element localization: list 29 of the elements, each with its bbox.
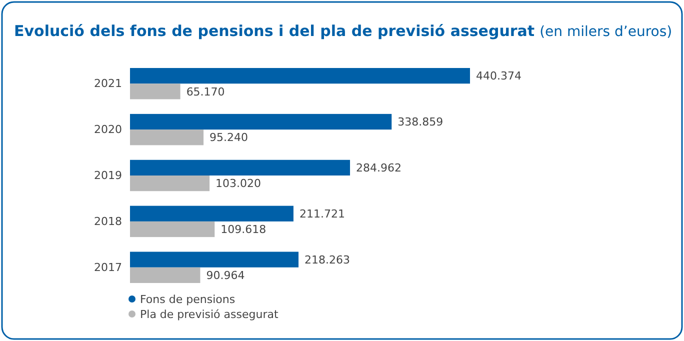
- bar: [130, 176, 210, 192]
- bar: [130, 68, 470, 84]
- data-label: 440.374: [476, 70, 522, 83]
- chart-title: Evolució dels fons de pensions i del pla de previsió assegurat: [14, 22, 535, 40]
- data-label: 284.962: [356, 162, 402, 175]
- bar: [130, 84, 180, 100]
- bar: [130, 221, 215, 238]
- y-tick-label: 2019: [94, 169, 122, 182]
- legend-label: Pla de previsió assegurat: [140, 308, 279, 321]
- data-label: 95.240: [210, 131, 248, 144]
- y-tick-label: 2017: [94, 260, 122, 274]
- data-label: 211.721: [299, 207, 345, 220]
- y-tick-label: 2021: [94, 77, 122, 90]
- bar: [130, 252, 299, 268]
- bar: [130, 267, 200, 283]
- data-label: 65.170: [186, 85, 225, 98]
- bar: [130, 206, 294, 222]
- bar: [130, 160, 350, 176]
- text: (en milers d’euros): [540, 24, 672, 40]
- data-label: 338.859: [398, 116, 444, 129]
- y-tick-label: 2020: [94, 123, 122, 136]
- data-label: 218.263: [304, 253, 350, 266]
- data-label: 109.618: [220, 223, 266, 236]
- bar: [130, 114, 392, 130]
- y-tick-label: 2018: [94, 214, 122, 228]
- data-label: 103.020: [216, 177, 262, 190]
- legend-label: Fons de pensions: [140, 292, 236, 306]
- bar: [130, 130, 204, 146]
- data-label: 90.964: [206, 269, 245, 282]
